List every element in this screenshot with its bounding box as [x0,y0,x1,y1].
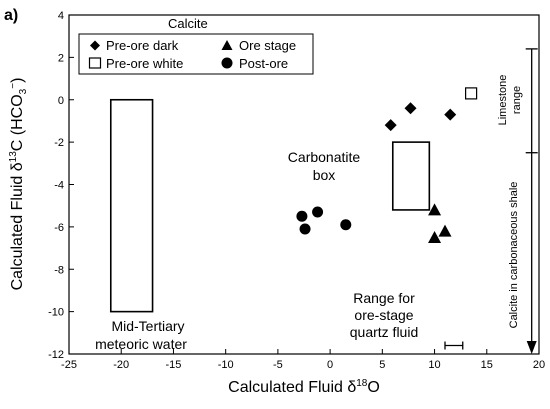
x-tick-label: -5 [273,359,283,371]
legend-marker-triangle [221,40,233,50]
quartz-fluid-label-3: quartz fluid [350,324,418,340]
legend-label-post-ore: Post-ore [239,56,288,71]
legend-label-pre-ore-white: Pre-ore white [106,56,183,71]
y-tick-label: -2 [54,137,64,149]
pre-ore-dark-point [404,102,417,115]
y-tick-label: -12 [48,349,64,361]
y-tick-label: -10 [48,307,64,319]
carbonatite-label-2: box [313,167,336,183]
y-tick-label: 2 [58,52,64,64]
ore-stage-point [438,224,452,237]
meteoric-water-box [109,98,154,313]
y-tick-label: -4 [54,180,64,192]
x-tick-label: -25 [61,359,77,371]
points-layer [296,87,478,243]
ore-stage-point [428,203,442,216]
pre-ore-white-point [465,87,478,100]
x-tick-label: 10 [428,359,440,371]
carbonatite-label: Carbonatite [288,149,361,165]
pre-ore-dark-point [384,119,397,132]
legend-marker-open-square [88,57,102,69]
post-ore-point [296,210,308,222]
shale-range-arrowhead [526,341,537,354]
x-tick-label: 0 [327,359,333,371]
post-ore-point [312,206,324,218]
x-axis-label: Calculated Fluid δ18O [228,378,380,396]
shale-label: Calcite in carbonaceous shale [508,182,520,329]
x-axis-label-sup: 18 [356,378,368,389]
legend-frame [78,33,314,75]
meteoric-water-label-2: meteoric water [95,336,187,352]
y-tick-label: -8 [54,264,64,276]
meteoric-water-label: Mid-Tertiary [111,318,184,334]
quartz-fluid-label-2: ore-stage [354,307,413,323]
x-tick-label: -20 [113,359,129,371]
quartz-fluid-label: Range for [353,290,415,306]
post-ore-point [299,223,311,235]
y-axis-label: Calculated Fluid δ13C (HCO3−) [8,78,29,291]
panel-label: a) [4,7,18,24]
regions-layer [109,98,431,313]
x-tick-label: 15 [481,359,493,371]
legend-label-ore-stage: Ore stage [239,38,296,53]
legend-marker-diamond [90,40,100,51]
y-tick-label: 4 [58,10,64,22]
legend-marker-circle [221,57,233,69]
x-tick-label: 5 [379,359,385,371]
x-tick-label: -15 [165,359,181,371]
x-tick-label: -10 [218,359,234,371]
limestone-label-2: range [511,86,523,114]
x-tick-label: 20 [533,359,545,371]
post-ore-point [340,219,352,231]
legend-label-pre-ore-dark: Pre-ore dark [106,38,179,53]
ranges-layer [444,48,538,354]
legend: Calcite Pre-ore dark Ore stage Pre-ore w… [78,16,314,75]
carbonatite-box [391,141,431,211]
pre-ore-dark-point [444,108,457,121]
y-tick-label: -6 [54,222,64,234]
legend-title: Calcite [168,16,208,31]
limestone-label: Limestone [497,75,509,126]
ore-stage-point [428,230,442,243]
y-tick-label: 0 [58,95,64,107]
